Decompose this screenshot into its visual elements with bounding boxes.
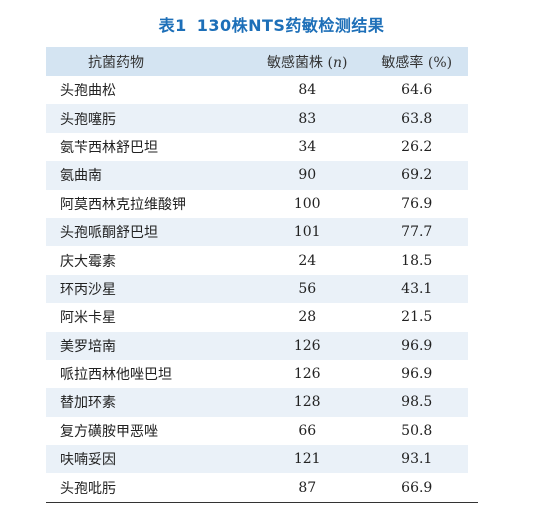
cell-rate: 66.9	[401, 479, 433, 496]
cell-drug: 头孢哌酮舒巴坦	[60, 225, 158, 242]
cell-drug: 头孢噻肟	[60, 111, 116, 128]
cell-rate: 26.2	[401, 138, 433, 155]
cell-rate: 76.9	[401, 195, 433, 212]
cell-drug: 庆大霉素	[60, 253, 116, 270]
cell-count: 121	[293, 451, 321, 468]
cell-drug: 美罗培南	[60, 338, 116, 355]
table-row: 替加环素 128 98.5	[46, 388, 468, 417]
table-number: 表1	[158, 16, 187, 35]
table-row: 庆大霉素 24 18.5	[46, 246, 468, 275]
table-row: 氨曲南 90 69.2	[46, 161, 468, 190]
table-row: 阿米卡星 28 21.5	[46, 303, 468, 332]
table-row: 美罗培南 126 96.9	[46, 331, 468, 360]
cell-rate: 96.9	[401, 366, 433, 383]
cell-drug: 头孢吡肟	[60, 480, 116, 497]
header-count-var: n	[332, 54, 342, 71]
cell-rate: 18.5	[401, 252, 433, 269]
cell-rate: 69.2	[401, 167, 433, 184]
cell-drug: 呋喃妥因	[60, 452, 116, 469]
cell-count: 128	[293, 394, 321, 411]
header-count-suffix: )	[341, 54, 348, 71]
header-count: 敏感菌株 (n)	[249, 47, 366, 76]
table-row: 哌拉西林他唑巴坦 126 96.9	[46, 359, 468, 389]
cell-drug: 氨苄西林舒巴坦	[60, 139, 158, 156]
cell-count: 100	[293, 195, 321, 212]
table-bottom-rule	[46, 502, 478, 503]
cell-rate: 50.8	[401, 422, 433, 439]
cell-drug: 环丙沙星	[60, 281, 116, 298]
cell-rate: 21.5	[401, 309, 433, 326]
table-row: 阿莫西林克拉维酸钾 100 76.9	[46, 189, 468, 218]
table-row: 环丙沙星 56 43.1	[46, 274, 468, 304]
cell-count: 90	[298, 167, 317, 184]
cell-count: 66	[298, 422, 317, 439]
cell-rate: 98.5	[401, 394, 433, 411]
cell-rate: 43.1	[401, 280, 433, 297]
cell-count: 101	[293, 224, 321, 241]
table-top-rule	[46, 47, 468, 48]
cell-rate: 64.6	[401, 82, 433, 99]
table-row: 头孢噻肟 83 63.8	[46, 104, 468, 133]
cell-count: 126	[293, 366, 321, 383]
cell-rate: 63.8	[401, 110, 433, 127]
table-body: 头孢曲松 84 64.6 头孢噻肟 83 63.8 氨苄西林舒巴坦 34 26.2 氨曲南 90 69…	[46, 76, 468, 502]
table-row: 氨苄西林舒巴坦 34 26.2	[46, 132, 468, 162]
header-count-prefix: 敏感菌株 (	[267, 54, 333, 71]
table-caption: 表1 130株NTS药敏检测结果	[0, 12, 543, 36]
header-drug: 抗菌药物	[88, 54, 144, 71]
cell-count: 24	[298, 252, 317, 269]
cell-drug: 阿米卡星	[60, 310, 116, 327]
cell-count: 87	[298, 479, 317, 496]
table-row: 头孢吡肟 87 66.9	[46, 473, 468, 502]
cell-rate: 93.1	[401, 451, 433, 468]
table-row: 头孢哌酮舒巴坦 101 77.7	[46, 217, 468, 247]
susceptibility-table: 抗菌药物 敏感菌株 (n) 敏感率 (%) 头孢曲松 84 64.6 头孢噻肟 83 63…	[46, 47, 468, 502]
cell-rate: 77.7	[401, 224, 433, 241]
cell-count: 56	[298, 280, 317, 297]
cell-drug: 阿莫西林克拉维酸钾	[60, 196, 186, 213]
cell-count: 34	[298, 138, 317, 155]
table-title: 130株NTS药敏检测结果	[196, 16, 385, 35]
cell-count: 126	[293, 337, 321, 354]
cell-drug: 复方磺胺甲恶唑	[60, 423, 158, 440]
cell-drug: 头孢曲松	[60, 83, 116, 100]
cell-drug: 替加环素	[60, 395, 116, 412]
cell-count: 83	[298, 110, 317, 127]
table-header-row: 抗菌药物 敏感菌株 (n) 敏感率 (%)	[46, 47, 468, 76]
table-row: 呋喃妥因 121 93.1	[46, 445, 468, 474]
table-row: 头孢曲松 84 64.6	[46, 76, 468, 105]
header-rate: 敏感率 (%)	[381, 54, 453, 71]
cell-count: 84	[298, 82, 317, 99]
cell-count: 28	[298, 309, 317, 326]
cell-drug: 哌拉西林他唑巴坦	[60, 367, 172, 384]
cell-drug: 氨曲南	[60, 168, 102, 185]
cell-rate: 96.9	[401, 337, 433, 354]
table-row: 复方磺胺甲恶唑 66 50.8	[46, 416, 468, 446]
